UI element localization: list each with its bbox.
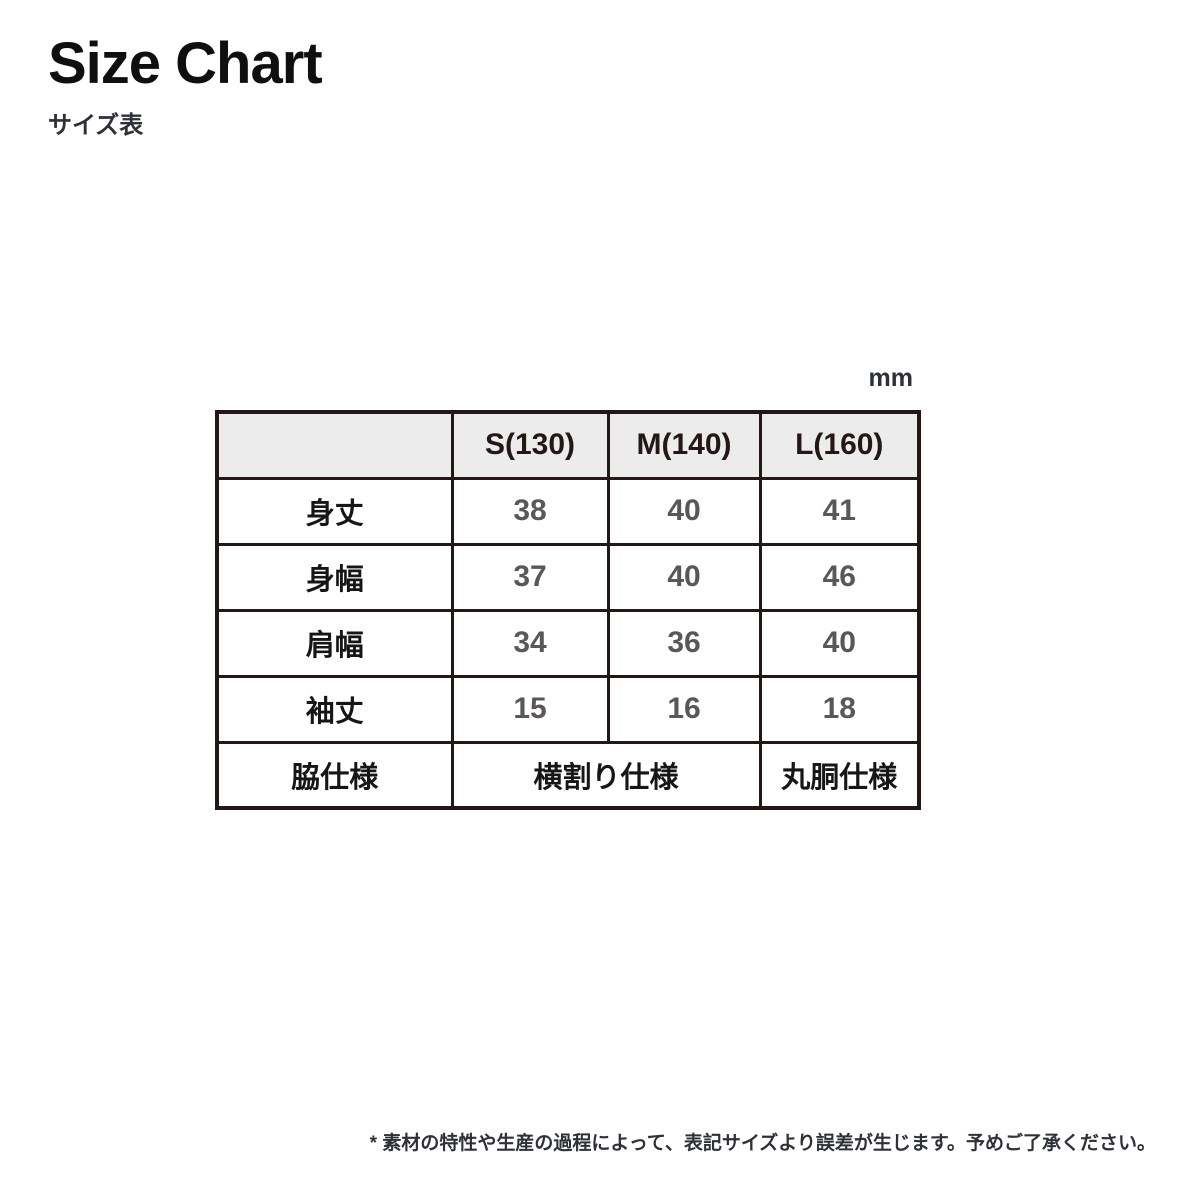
table-row-body-width: 身幅 37 40 46 [215,542,921,612]
page-subtitle: サイズ表 [48,111,144,139]
row-label-shoulder-width: 肩幅 [215,608,454,678]
table-row-shoulder-width: 肩幅 34 36 40 [215,608,921,678]
value-body-length-s: 38 [450,476,610,546]
page-title: Size Chart [48,31,323,96]
value-sleeve-length-s: 15 [450,674,610,744]
value-body-width-l: 46 [758,542,921,612]
size-table-container: S(130) M(140) L(160) 身丈 38 40 41 身幅 37 4… [215,410,921,810]
value-body-width-m: 40 [606,542,762,612]
value-shoulder-width-l: 40 [758,608,921,678]
footnote: * 素材の特性や生産の過程によって、表記サイズより誤差が生じます。予めご了承くだ… [369,1133,1156,1154]
table-row-sleeve-length: 袖丈 15 16 18 [215,674,921,744]
value-sleeve-length-m: 16 [606,674,762,744]
header-cell-empty [215,410,454,480]
page-header: Size Chart サイズ表 [48,31,323,140]
value-side-spec-l: 丸胴仕様 [758,740,921,810]
table-row-side-spec: 脇仕様 横割り仕様 丸胴仕様 [215,740,921,810]
header-cell-size-s: S(130) [450,410,610,480]
row-label-body-length: 身丈 [215,476,454,546]
value-body-length-m: 40 [606,476,762,546]
row-label-side-spec: 脇仕様 [215,740,454,810]
row-label-sleeve-length: 袖丈 [215,674,454,744]
value-shoulder-width-m: 36 [606,608,762,678]
size-table: S(130) M(140) L(160) 身丈 38 40 41 身幅 37 4… [215,410,921,810]
value-body-length-l: 41 [758,476,921,546]
value-body-width-s: 37 [450,542,610,612]
unit-label: mm [868,364,913,392]
value-sleeve-length-l: 18 [758,674,921,744]
value-shoulder-width-s: 34 [450,608,610,678]
header-cell-size-l: L(160) [758,410,921,480]
table-header-row: S(130) M(140) L(160) [215,410,921,480]
header-cell-size-m: M(140) [606,410,762,480]
row-label-body-width: 身幅 [215,542,454,612]
table-row-body-length: 身丈 38 40 41 [215,476,921,546]
value-side-spec-sm: 横割り仕様 [450,740,762,810]
